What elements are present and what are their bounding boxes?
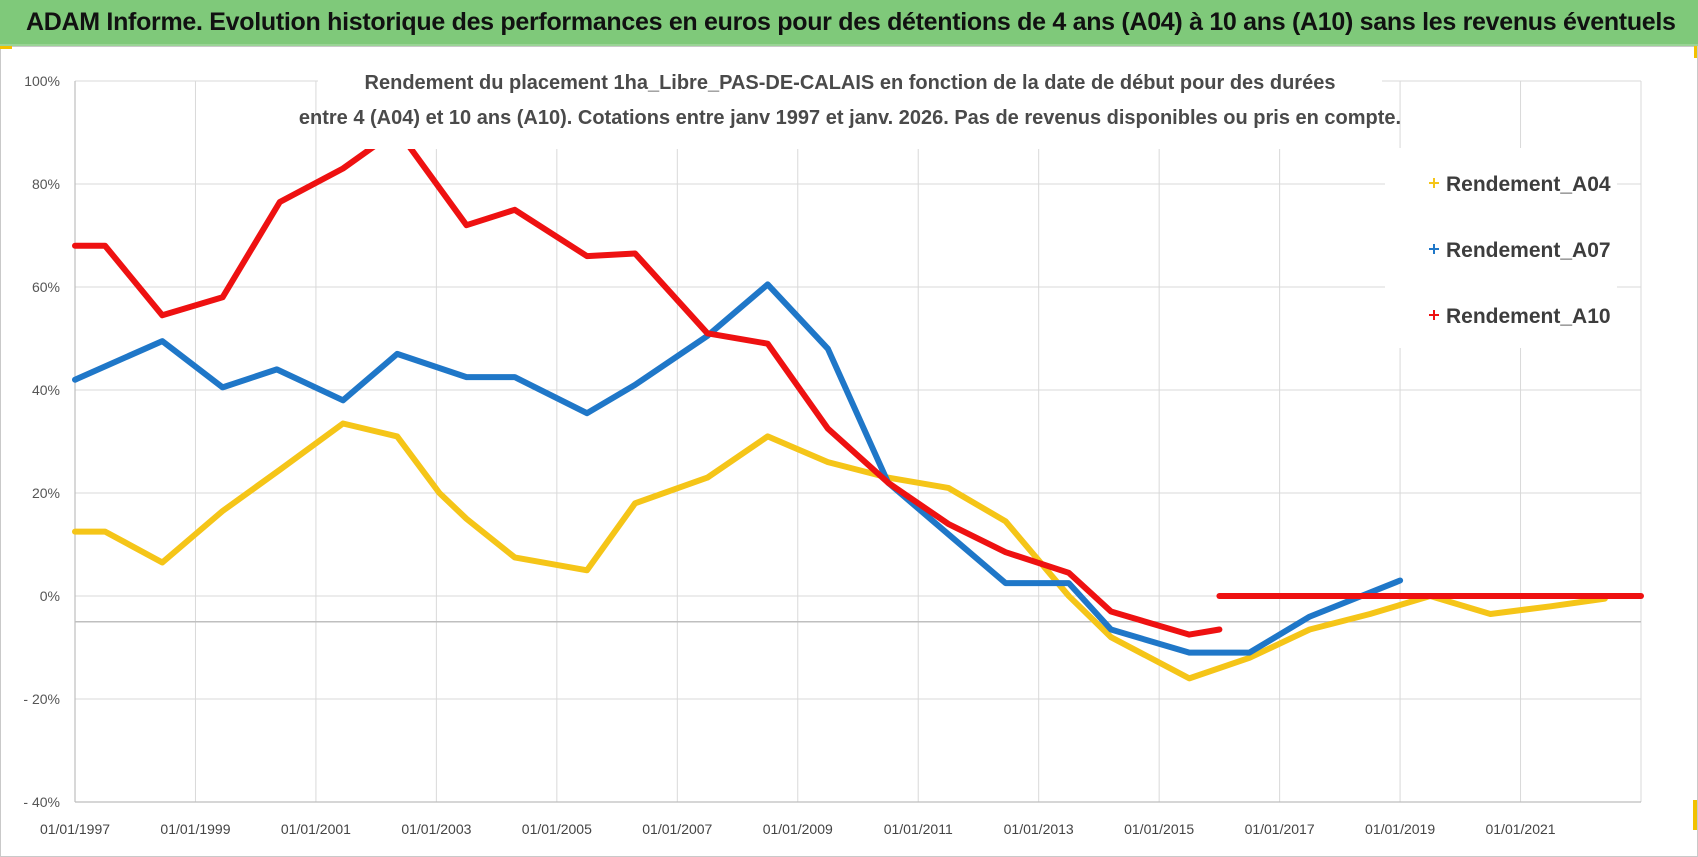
legend-background (1385, 148, 1617, 348)
corner-mark-top-right (1694, 46, 1697, 58)
series-layer (72, 126, 1644, 682)
legend: Rendement_A04 Rendement_A07 Rendement_A10 (1429, 173, 1611, 328)
x-tick-label: 01/01/2019 (1365, 821, 1435, 837)
x-tick-label: 01/01/2005 (522, 821, 592, 837)
x-tick-label: 01/01/2015 (1124, 821, 1194, 837)
y-tick-label: 80% (32, 176, 60, 192)
legend-label: Rendement_A04 (1446, 173, 1611, 196)
chart-title-line-1: Rendement du placement 1ha_Libre_PAS-DE-… (365, 72, 1336, 94)
banner-title: ADAM Informe. Evolution historique des p… (26, 8, 1676, 36)
y-tick-label: 0% (40, 588, 60, 604)
legend-label: Rendement_A07 (1446, 239, 1611, 262)
corner-mark-bottom-right (1693, 800, 1697, 830)
x-tick-label: 01/01/2009 (763, 821, 833, 837)
gridlines (74, 80, 1642, 803)
x-tick-label: 01/01/2011 (884, 821, 953, 837)
y-tick-label: 100% (24, 73, 60, 89)
header-banner: ADAM Informe. Evolution historique des p… (0, 0, 1698, 46)
y-tick-label: - 20% (23, 691, 60, 707)
x-tick-label: 01/01/1999 (160, 821, 230, 837)
y-tick-label: - 40% (23, 794, 60, 810)
x-tick-label: 01/01/1997 (40, 821, 110, 837)
series-line-rendement_a07 (72, 281, 1404, 656)
series-line-rendement_a10 (72, 126, 1223, 638)
series-line-rendement_a04 (72, 420, 1608, 682)
x-tick-label: 01/01/2013 (1004, 821, 1074, 837)
x-tick-label: 01/01/2001 (281, 821, 351, 837)
x-tick-label: 01/01/2007 (642, 821, 712, 837)
legend-label: Rendement_A10 (1446, 305, 1611, 328)
y-tick-label: 60% (32, 279, 60, 295)
y-tick-label: 20% (32, 485, 60, 501)
chart-title-line-2: entre 4 (A04) et 10 ans (A10). Cotations… (299, 107, 1401, 129)
x-tick-label: 01/01/2003 (401, 821, 471, 837)
axis-labels: 100% 80% 60% 40% 20% 0% - 20% - 40% 01/01/1997 01… (23, 73, 1555, 837)
title-background (318, 65, 1382, 149)
x-tick-label: 01/01/2017 (1245, 821, 1315, 837)
y-tick-label: 40% (32, 382, 60, 398)
corner-mark-top-left (0, 46, 12, 49)
x-tick-label: 01/01/2021 (1485, 821, 1555, 837)
